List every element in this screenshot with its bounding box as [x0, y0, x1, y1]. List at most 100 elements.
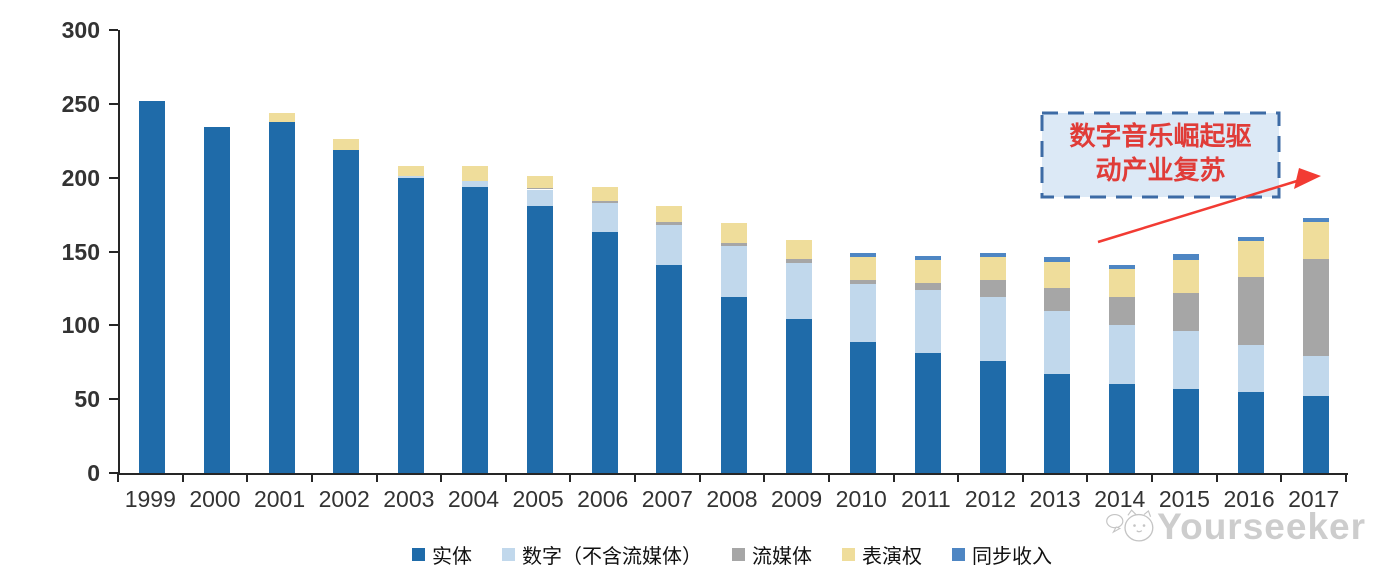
- legend-label: 流媒体: [752, 543, 812, 568]
- x-axis-tick: [440, 473, 443, 482]
- x-axis-tick: [892, 473, 895, 482]
- bar-segment-2012-2: [979, 279, 1006, 298]
- bar-segment-2012-1: [979, 297, 1006, 361]
- x-axis-tick: [375, 473, 378, 482]
- bar-segment-2017-4: [1302, 217, 1329, 222]
- legend-swatch-icon: [952, 547, 965, 561]
- y-axis-label: 0: [87, 460, 100, 486]
- legend-swatch-icon: [502, 547, 515, 561]
- x-axis-tick: [246, 473, 249, 482]
- bar-segment-2010-3: [850, 257, 877, 280]
- bar-segment-2016-3: [1238, 241, 1265, 277]
- x-axis-tick: [181, 473, 184, 482]
- bar-segment-2010-1: [850, 284, 877, 342]
- y-axis-label: 250: [61, 90, 100, 117]
- x-axis-tick: [1280, 473, 1283, 482]
- legend-label: 同步收入: [972, 543, 1052, 568]
- x-axis-label: 2001: [253, 486, 306, 512]
- x-axis-label: 2014: [1094, 486, 1146, 512]
- bar-segment-2011-1: [914, 289, 941, 354]
- x-axis-tick: [1215, 473, 1218, 482]
- bar-segment-2006-2: [591, 201, 618, 203]
- legend-item-2: 流媒体: [732, 540, 812, 569]
- bar-segment-2017-2: [1302, 258, 1329, 357]
- x-axis-label: 2010: [835, 486, 887, 512]
- bar-segment-2014-1: [1108, 325, 1135, 385]
- bar-segment-2009-2: [785, 258, 812, 264]
- annotation-text: 数字音乐崛起驱 动产业复苏: [1042, 113, 1279, 197]
- bar-segment-2014-0: [1108, 384, 1135, 473]
- bar-segment-2016-1: [1238, 344, 1265, 392]
- x-axis-tick: [117, 473, 119, 482]
- bar-segment-2012-4: [979, 253, 1006, 258]
- bar-segment-2011-3: [914, 260, 941, 283]
- bar-segment-2011-0: [914, 353, 941, 473]
- x-axis-label: 2006: [577, 486, 629, 512]
- y-axis-tick: [109, 398, 118, 401]
- y-axis-tick: [109, 472, 118, 474]
- legend-swatch-icon: [412, 547, 425, 561]
- bar-segment-2012-3: [979, 257, 1006, 280]
- bar-segment-2013-1: [1044, 310, 1071, 375]
- bar-segment-2003-1: [397, 176, 424, 178]
- x-axis-label: 2009: [771, 486, 823, 512]
- y-axis-tick: [109, 176, 118, 179]
- y-axis-label: 200: [61, 164, 100, 191]
- bar-segment-2004-1: [462, 180, 489, 187]
- bar-segment-2014-4: [1108, 264, 1135, 270]
- bar-segment-2006-0: [591, 232, 618, 473]
- y-axis-tick: [109, 324, 118, 327]
- bar-segment-2005-1: [527, 189, 554, 206]
- x-axis-label: 2000: [189, 486, 241, 512]
- legend-label: 表演权: [862, 543, 922, 568]
- bar-segment-2014-2: [1108, 297, 1135, 326]
- x-axis-tick: [569, 473, 572, 482]
- legend-item-3: 表演权: [842, 540, 922, 569]
- x-axis-label: 2016: [1223, 486, 1275, 512]
- legend: 实体 数字（不含流媒体） 流媒体 表演权 同步收入: [118, 540, 1346, 568]
- annotation-text-line1: 数字音乐崛起驱: [1069, 122, 1252, 152]
- annotation-text-line2: 动产业复苏: [1095, 156, 1226, 186]
- y-axis-tick: [109, 102, 118, 105]
- bar-segment-2014-3: [1108, 269, 1135, 298]
- x-axis-label: 2008: [706, 486, 758, 512]
- y-axis-label: 150: [61, 238, 100, 265]
- bar-segment-2001-3: [268, 112, 295, 122]
- bar-segment-2013-0: [1044, 374, 1071, 473]
- x-axis-tick: [1086, 473, 1089, 482]
- bar-segment-2006-1: [591, 202, 618, 233]
- bar-segment-1999-0: [139, 100, 166, 473]
- x-axis-label: 2011: [901, 486, 951, 512]
- bar-segment-2016-4: [1238, 236, 1265, 242]
- y-axis-label: 100: [61, 312, 100, 339]
- bar-segment-2009-1: [785, 263, 812, 320]
- x-axis-label: 2004: [447, 486, 500, 512]
- watermark-text: Yourseeker: [1157, 506, 1366, 547]
- bar-segment-2017-1: [1302, 356, 1329, 397]
- x-axis-tick: [1345, 473, 1347, 482]
- bar-segment-2008-3: [721, 223, 747, 243]
- x-axis-tick: [1151, 473, 1154, 482]
- y-axis-tick: [109, 250, 118, 253]
- x-axis-tick: [763, 473, 766, 482]
- bar-segment-2006-3: [591, 186, 618, 202]
- cat-logo-icon: [1106, 509, 1154, 542]
- bar-segment-2016-0: [1238, 391, 1265, 473]
- legend-label: 数字（不含流媒体）: [522, 543, 702, 568]
- bar-segment-2015-3: [1173, 260, 1200, 293]
- legend-item-1: 数字（不含流媒体）: [502, 540, 702, 569]
- x-axis-label: 2015: [1158, 486, 1210, 512]
- bar-segment-2016-2: [1238, 276, 1265, 345]
- bar-segment-2003-3: [397, 165, 424, 177]
- bar-segment-2015-1: [1173, 331, 1200, 389]
- bar-segment-2004-0: [462, 186, 489, 473]
- y-axis-tick: [109, 29, 118, 31]
- x-axis-label: 2005: [512, 486, 564, 512]
- bar-segment-2009-0: [785, 319, 812, 473]
- bar-segment-2015-2: [1173, 292, 1200, 332]
- bar-segment-2011-2: [914, 282, 941, 290]
- legend-item-0: 实体: [412, 540, 472, 569]
- bar-segment-2001-0: [268, 121, 295, 473]
- y-axis-label: 50: [74, 386, 100, 413]
